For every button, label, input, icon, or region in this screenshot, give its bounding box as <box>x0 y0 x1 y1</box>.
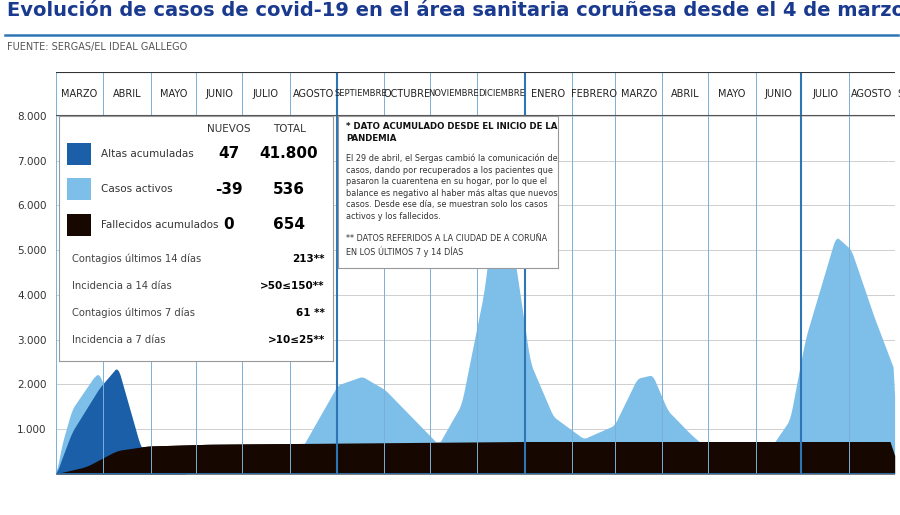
Text: Contagios últimos 14 días: Contagios últimos 14 días <box>72 254 202 264</box>
Text: * DATO ACUMULADO DESDE EL INICIO DE LA
PANDEMIA: * DATO ACUMULADO DESDE EL INICIO DE LA P… <box>346 122 558 143</box>
Bar <box>67 143 92 165</box>
Text: ** DATOS REFERIDOS A LA CIUDAD DE A CORUÑA
EN LOS ÚLTIMOS 7 y 14 DÍAS: ** DATOS REFERIDOS A LA CIUDAD DE A CORU… <box>346 234 547 257</box>
Text: MARZO: MARZO <box>61 89 97 99</box>
Text: TOTAL: TOTAL <box>273 125 305 134</box>
Text: >10≤25**: >10≤25** <box>267 335 325 345</box>
Text: FUENTE: SERGAS/EL IDEAL GALLEGO: FUENTE: SERGAS/EL IDEAL GALLEGO <box>7 42 187 52</box>
Text: MAYO: MAYO <box>160 89 187 99</box>
Text: NUEVOS: NUEVOS <box>207 125 250 134</box>
Text: SEPTIEMBRE: SEPTIEMBRE <box>334 90 387 98</box>
Text: ENERO: ENERO <box>532 89 565 99</box>
Text: 213**: 213** <box>292 254 325 264</box>
Text: DICIEMBRE: DICIEMBRE <box>478 90 525 98</box>
Text: JULIO: JULIO <box>812 89 838 99</box>
Bar <box>67 178 92 200</box>
Text: ABRIL: ABRIL <box>112 89 141 99</box>
Text: Altas acumuladas: Altas acumuladas <box>101 149 194 159</box>
Text: NOVIEMBRE: NOVIEMBRE <box>428 90 479 98</box>
Text: FEBRERO: FEBRERO <box>571 89 617 99</box>
Text: AGOSTO: AGOSTO <box>292 89 334 99</box>
Text: El 29 de abril, el Sergas cambió la comunicación de
casos, dando por recuperados: El 29 de abril, el Sergas cambió la comu… <box>346 154 558 220</box>
Text: JUNIO: JUNIO <box>764 89 792 99</box>
Text: MARZO: MARZO <box>621 89 657 99</box>
Text: Incidencia a 7 días: Incidencia a 7 días <box>72 335 166 345</box>
Text: Incidencia a 14 días: Incidencia a 14 días <box>72 281 172 291</box>
Text: 47: 47 <box>218 146 239 161</box>
Text: JULIO: JULIO <box>253 89 279 99</box>
Text: -39: -39 <box>215 182 242 197</box>
Text: >50≤150**: >50≤150** <box>260 281 325 291</box>
Text: ABRIL: ABRIL <box>671 89 699 99</box>
Text: 61 **: 61 ** <box>296 308 325 318</box>
Text: MAYO: MAYO <box>718 89 745 99</box>
Text: OCTUBRE: OCTUBRE <box>383 89 431 99</box>
Text: 654: 654 <box>273 217 305 232</box>
Text: JUNIO: JUNIO <box>205 89 233 99</box>
Bar <box>67 214 92 236</box>
Text: 0: 0 <box>223 217 234 232</box>
Text: 41.800: 41.800 <box>260 146 319 161</box>
Text: 536: 536 <box>273 182 305 197</box>
Text: AGOSTO: AGOSTO <box>851 89 892 99</box>
Text: Contagios últimos 7 días: Contagios últimos 7 días <box>72 307 195 318</box>
Text: Evolución de casos de covid-19 en el área sanitaria coruñesa desde el 4 de marzo: Evolución de casos de covid-19 en el áre… <box>7 2 900 21</box>
Text: SEPT.: SEPT. <box>897 89 900 99</box>
Text: Fallecidos acumulados: Fallecidos acumulados <box>101 220 219 230</box>
Text: Casos activos: Casos activos <box>101 184 173 194</box>
